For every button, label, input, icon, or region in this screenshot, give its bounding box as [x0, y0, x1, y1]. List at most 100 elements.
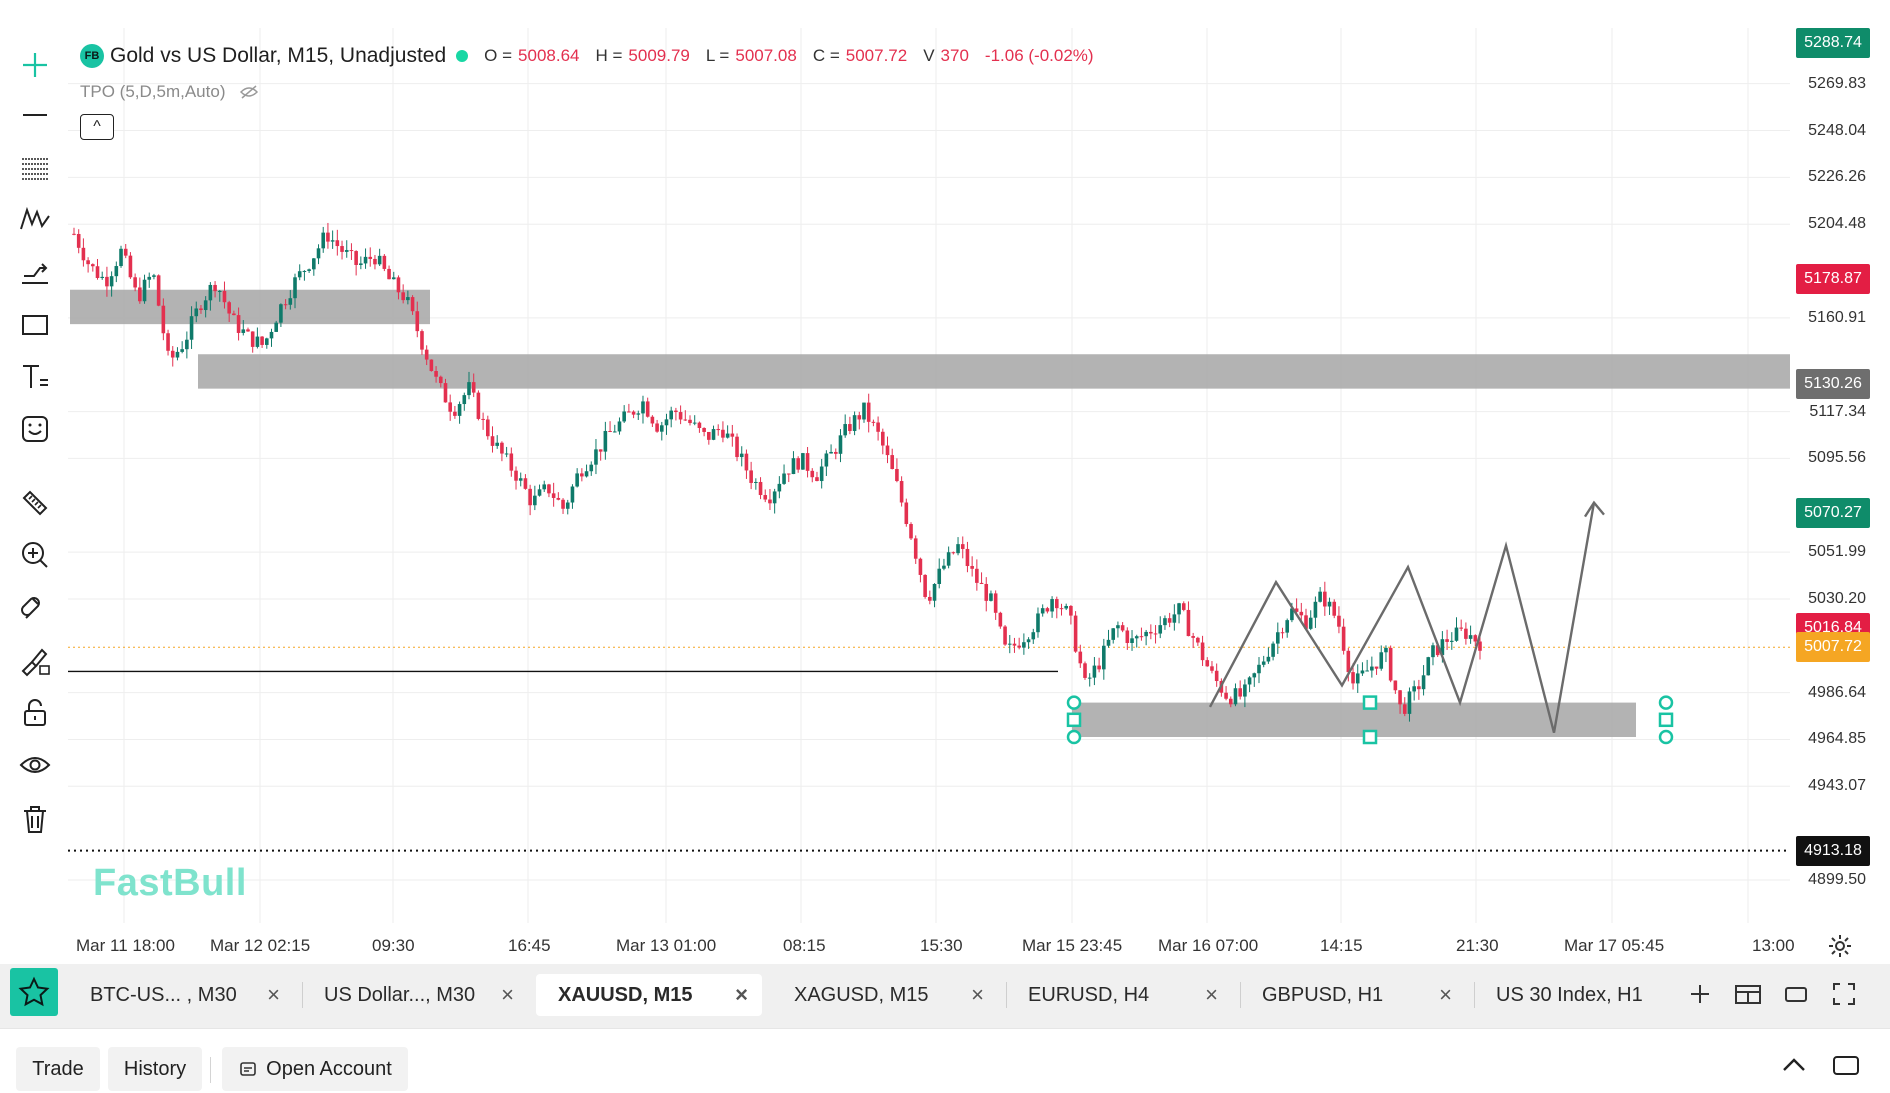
- price-axis[interactable]: 5269.83 5248.04 5226.26 5204.48 5160.91 5117.…: [1792, 28, 1890, 928]
- collapse-legend-button[interactable]: ^: [80, 114, 114, 140]
- candle-body: [1036, 613, 1040, 633]
- unlock-icon[interactable]: [14, 692, 56, 734]
- tab-1[interactable]: US Dollar..., M30 ×: [302, 974, 528, 1016]
- open-account-button[interactable]: Open Account: [222, 1047, 408, 1091]
- candle-body: [1191, 636, 1195, 638]
- candle-body: [194, 308, 199, 317]
- tab-close-icon[interactable]: ×: [267, 982, 280, 1007]
- candle-body: [960, 544, 965, 549]
- fullscreen-icon[interactable]: [1828, 978, 1860, 1010]
- bottom-bar: Trade History Open Account: [0, 1028, 1890, 1093]
- price-tag: 5070.27: [1796, 497, 1870, 528]
- candle-body: [1337, 615, 1341, 627]
- candle-body: [105, 276, 109, 287]
- candle-body: [1097, 665, 1101, 670]
- zone-resize-handle: [1066, 729, 1082, 745]
- high-value: 5009.79: [628, 46, 690, 65]
- hidden-eye-icon[interactable]: [239, 84, 259, 100]
- candle-body: [697, 422, 702, 428]
- add-tab-plus-icon[interactable]: [1684, 978, 1716, 1010]
- pattern-tool-icon[interactable]: [14, 198, 56, 240]
- tab-close-icon[interactable]: ×: [501, 982, 514, 1007]
- price-tag: 5288.74: [1796, 28, 1870, 58]
- candle-body: [406, 297, 410, 301]
- tab-separator: [302, 982, 303, 1008]
- brush-lock-icon[interactable]: [14, 640, 56, 682]
- candle-body: [255, 336, 260, 347]
- candle-body: [279, 304, 283, 323]
- trend-line-tool-icon[interactable]: [14, 94, 56, 136]
- crosshair-tool-icon[interactable]: [14, 44, 56, 86]
- candle-body: [1412, 686, 1416, 692]
- fastbull-badge-icon: FB: [80, 44, 104, 68]
- tab-close-icon[interactable]: ×: [971, 982, 984, 1007]
- candle-body: [561, 499, 565, 509]
- candle-body: [937, 568, 942, 584]
- emoji-tool-icon[interactable]: [14, 408, 56, 450]
- candle-body: [744, 453, 749, 471]
- candle-body: [95, 266, 100, 278]
- candle-body: [76, 233, 81, 248]
- candle-body: [1026, 639, 1031, 643]
- candle-body: [274, 322, 279, 332]
- tab-close-icon[interactable]: ×: [1205, 982, 1218, 1007]
- tab-3[interactable]: XAGUSD, M15 ×: [772, 974, 998, 1016]
- tab-4[interactable]: EURUSD, H4 ×: [1006, 974, 1232, 1016]
- tab-2[interactable]: XAUUSD, M15 ×: [536, 974, 762, 1016]
- candle-body: [1280, 632, 1285, 634]
- tab-close-icon[interactable]: ×: [735, 982, 748, 1007]
- symbol-title[interactable]: Gold vs US Dollar, M15, Unadjusted: [110, 44, 447, 67]
- candle-body: [833, 451, 838, 454]
- tab-5[interactable]: GBPUSD, H1 ×: [1240, 974, 1466, 1016]
- candle-body: [932, 583, 937, 601]
- time-axis[interactable]: Mar 11 18:00 Mar 12 02:15 09:30 16:45 Mar 13…: [68, 928, 1795, 964]
- candle-body: [533, 495, 537, 506]
- trade-button[interactable]: Trade: [16, 1047, 100, 1091]
- price-tick-label: 4964.85: [1808, 730, 1866, 748]
- candle-body: [438, 376, 443, 384]
- candle-body: [232, 313, 236, 316]
- rectangle-tool-icon[interactable]: [14, 304, 56, 346]
- candle-body: [91, 264, 95, 267]
- candle-body: [448, 402, 452, 412]
- window-icon[interactable]: [1780, 978, 1812, 1010]
- price-chart[interactable]: [68, 28, 1790, 928]
- price-tick-label: 5030.20: [1808, 589, 1866, 607]
- eye-icon[interactable]: [14, 744, 56, 786]
- candle-body: [185, 339, 189, 350]
- chart-settings-gear-icon[interactable]: [1826, 932, 1854, 960]
- panel-icon[interactable]: [1830, 1049, 1862, 1081]
- magnet-icon[interactable]: [14, 588, 56, 630]
- candle-body: [852, 415, 857, 431]
- tab-label: US Dollar..., M30: [324, 983, 476, 1006]
- chevron-up-icon[interactable]: [1778, 1049, 1810, 1081]
- candle-body: [1149, 631, 1153, 634]
- chart-canvas[interactable]: [68, 28, 1790, 928]
- high-key: H =: [595, 46, 623, 65]
- candle-body: [819, 466, 824, 482]
- tab-close-icon[interactable]: ×: [1439, 982, 1452, 1007]
- history-button[interactable]: History: [108, 1047, 202, 1091]
- zoom-in-icon[interactable]: [14, 534, 56, 576]
- favorites-star-button[interactable]: [10, 968, 58, 1016]
- trash-icon[interactable]: [14, 798, 56, 840]
- candle-body: [565, 502, 570, 509]
- projection-tool-icon[interactable]: [14, 250, 56, 292]
- price-tick-label: 5160.91: [1808, 308, 1866, 326]
- fib-tool-icon[interactable]: [14, 146, 56, 188]
- candle-body: [100, 276, 105, 278]
- candle-body: [453, 411, 457, 416]
- tab-6[interactable]: US 30 Index, H1: [1474, 974, 1700, 1016]
- ruler-icon[interactable]: [14, 482, 56, 524]
- tpo-indicator-label[interactable]: TPO (5,D,5m,Auto): [80, 82, 226, 101]
- candle-body: [227, 302, 231, 314]
- candle-body: [1106, 639, 1111, 646]
- candle-body: [1228, 698, 1233, 705]
- time-tick-label: 08:15: [783, 936, 826, 955]
- candle-body: [730, 433, 735, 437]
- candle-body: [1125, 630, 1130, 643]
- layout-split-icon[interactable]: [1732, 978, 1764, 1010]
- tab-label: XAGUSD, M15: [794, 983, 929, 1006]
- text-tool-icon[interactable]: [14, 356, 56, 398]
- tab-0[interactable]: BTC-US... , M30 ×: [68, 974, 294, 1016]
